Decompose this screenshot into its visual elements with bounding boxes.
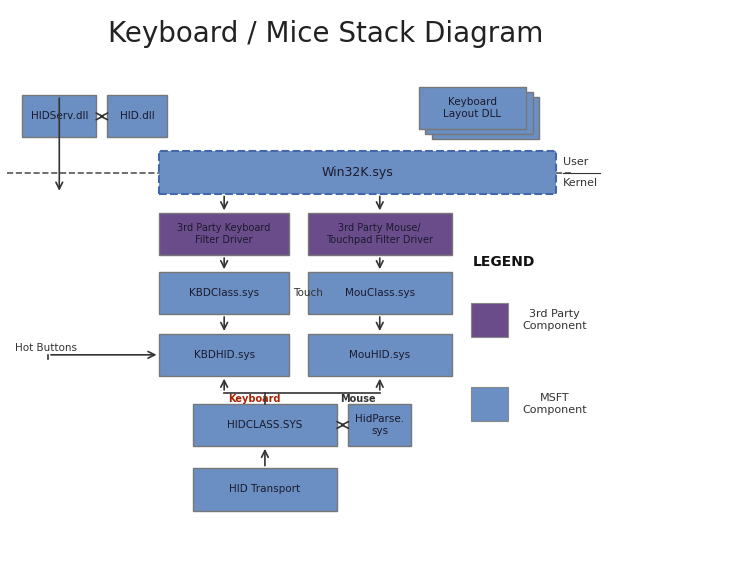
- Text: Keyboard
Layout DLL: Keyboard Layout DLL: [443, 97, 502, 119]
- FancyBboxPatch shape: [193, 468, 337, 511]
- Text: 3rd Party
Component: 3rd Party Component: [522, 309, 587, 331]
- FancyBboxPatch shape: [193, 404, 337, 446]
- Text: MSFT
Component: MSFT Component: [522, 393, 587, 415]
- Text: Touch: Touch: [293, 288, 322, 298]
- FancyBboxPatch shape: [308, 213, 452, 255]
- FancyBboxPatch shape: [107, 95, 167, 137]
- FancyBboxPatch shape: [471, 387, 508, 421]
- Text: Keyboard: Keyboard: [228, 394, 280, 404]
- Text: Kernel: Kernel: [563, 178, 598, 188]
- FancyBboxPatch shape: [308, 272, 452, 314]
- FancyBboxPatch shape: [159, 151, 556, 194]
- FancyBboxPatch shape: [159, 272, 289, 314]
- Text: User: User: [563, 157, 588, 167]
- Text: MouHID.sys: MouHID.sys: [349, 350, 411, 360]
- FancyBboxPatch shape: [432, 97, 539, 139]
- Text: HID Transport: HID Transport: [230, 485, 300, 494]
- FancyBboxPatch shape: [159, 213, 289, 255]
- Text: KBDClass.sys: KBDClass.sys: [189, 288, 259, 298]
- Text: 3rd Party Mouse/
Touchpad Filter Driver: 3rd Party Mouse/ Touchpad Filter Driver: [326, 223, 433, 245]
- Text: HIDServ.dll: HIDServ.dll: [30, 112, 88, 121]
- Text: LEGEND: LEGEND: [473, 255, 535, 269]
- Text: Win32K.sys: Win32K.sys: [322, 166, 393, 179]
- Text: Mouse: Mouse: [340, 394, 376, 404]
- Text: MouClass.sys: MouClass.sys: [345, 288, 415, 298]
- Text: KBDHID.sys: KBDHID.sys: [193, 350, 255, 360]
- FancyBboxPatch shape: [308, 334, 452, 376]
- FancyBboxPatch shape: [22, 95, 96, 137]
- Text: Hot Buttons: Hot Buttons: [15, 343, 77, 353]
- FancyBboxPatch shape: [471, 303, 508, 337]
- Text: 3rd Party Keyboard
Filter Driver: 3rd Party Keyboard Filter Driver: [177, 223, 271, 245]
- Text: HidParse.
sys: HidParse. sys: [355, 414, 405, 436]
- Text: HID.dll: HID.dll: [120, 112, 154, 121]
- FancyBboxPatch shape: [159, 334, 289, 376]
- Text: HIDCLASS.SYS: HIDCLASS.SYS: [227, 420, 302, 430]
- FancyBboxPatch shape: [419, 87, 526, 129]
- FancyBboxPatch shape: [348, 404, 411, 446]
- FancyBboxPatch shape: [425, 92, 533, 134]
- Text: Keyboard / Mice Stack Diagram: Keyboard / Mice Stack Diagram: [108, 20, 544, 48]
